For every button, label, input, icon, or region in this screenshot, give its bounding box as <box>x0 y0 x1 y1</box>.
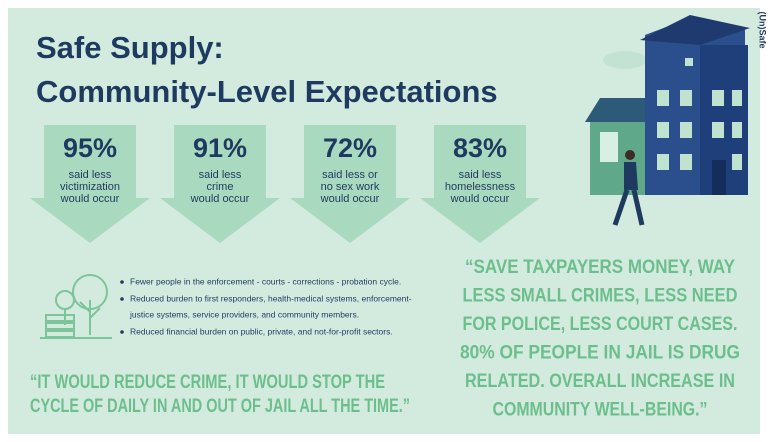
stat-figure: 83% <box>453 133 507 163</box>
bullet-text: Reduced financial burden on public, priv… <box>130 326 393 336</box>
quote-line: CYCLE OF DAILY IN AND OUT OF JAIL ALL TH… <box>30 396 410 417</box>
stat-caption: would occur <box>320 193 380 205</box>
building-illustration <box>585 15 750 226</box>
arrow <box>30 125 150 243</box>
side-label: (Un)Safe <box>758 11 768 48</box>
stat-figure: 91% <box>193 133 247 163</box>
quote-line: “IT WOULD REDUCE CRIME, IT WOULD STOP TH… <box>30 372 385 393</box>
stat-caption: homelessness <box>445 181 516 193</box>
stat-caption: victimization <box>60 181 120 193</box>
title-line: Safe Supply: <box>36 30 224 65</box>
arrow <box>420 125 540 243</box>
panel <box>8 8 760 434</box>
quote-line: COMMUNITY WELL-BEING.” <box>493 400 708 421</box>
stat-figure: 72% <box>323 133 377 163</box>
bullet-dot <box>120 280 124 284</box>
stat-figure: 95% <box>63 133 117 163</box>
stat-caption: crime <box>207 181 234 193</box>
stat-caption: said less or <box>322 169 378 181</box>
stat-caption: would occur <box>60 193 120 205</box>
quote-line: LESS SMALL CRIMES, LESS NEED <box>463 286 738 307</box>
bullet-text: justice systems, service providers, and … <box>129 309 359 319</box>
tree-icon <box>40 274 112 339</box>
bullet-text: Reduced burden to first responders, heal… <box>130 293 412 303</box>
arrow <box>290 125 410 243</box>
bullet-dot <box>120 330 124 334</box>
quote-line: “SAVE TAXPAYERS MONEY, WAY <box>465 257 735 278</box>
bullet-text: Fewer people in the enforcement - courts… <box>130 276 401 286</box>
bullet-dot <box>120 297 124 301</box>
quote-line: FOR POLICE, LESS COURT CASES. <box>463 314 738 335</box>
quote-line: 80% OF PEOPLE IN JAIL IS DRUG <box>460 343 740 364</box>
stat-caption: would occur <box>190 193 250 205</box>
stat-caption: said less <box>459 169 502 181</box>
arrow <box>160 125 280 243</box>
stat-caption: said less <box>199 169 242 181</box>
title-line: Community-Level Expectations <box>36 74 498 109</box>
stat-caption: said less <box>69 169 112 181</box>
stat-caption: would occur <box>450 193 510 205</box>
quote-line: RELATED. OVERALL INCREASE IN <box>465 371 735 392</box>
stat-caption: no sex work <box>321 181 380 193</box>
